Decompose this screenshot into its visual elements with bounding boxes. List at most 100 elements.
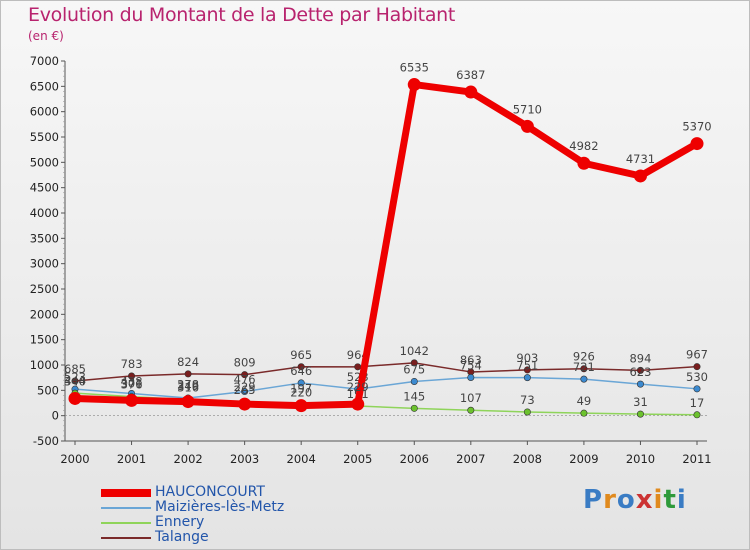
data-label: 444 [64, 374, 86, 388]
y-tick-label: 3000 [30, 257, 59, 271]
data-label: 340 [64, 374, 86, 388]
legend-label: Ennery [155, 514, 205, 530]
data-point [523, 366, 531, 374]
data-point [636, 410, 644, 418]
data-point [633, 169, 647, 183]
data-label: 6387 [456, 68, 485, 82]
logo-letter: o [616, 485, 636, 515]
data-label: 316 [177, 381, 199, 395]
data-point [520, 119, 534, 133]
data-point [241, 371, 249, 379]
logo-letter: P [583, 485, 604, 515]
data-point [467, 406, 475, 414]
data-point [125, 393, 139, 407]
data-label: 754 [460, 358, 482, 372]
data-point [71, 377, 79, 385]
data-point [580, 409, 588, 417]
data-point [464, 85, 478, 99]
y-tick-label: 1000 [30, 358, 59, 372]
series-line [74, 376, 698, 399]
data-label: 31 [633, 395, 648, 409]
data-label: 894 [629, 351, 651, 365]
data-point [181, 395, 195, 409]
data-point [184, 370, 192, 378]
data-point [523, 374, 531, 382]
chart-subtitle: (en €) [28, 29, 64, 43]
data-label: 967 [686, 348, 708, 362]
data-label: 229 [347, 380, 369, 394]
data-point [636, 380, 644, 388]
data-point [577, 156, 591, 170]
data-label: 903 [516, 351, 538, 365]
data-label: 4731 [626, 152, 655, 166]
data-label: 265 [234, 383, 256, 397]
y-tick-label: 4000 [30, 206, 59, 220]
y-tick-label: 4500 [30, 181, 59, 195]
legend-swatch [101, 537, 151, 539]
data-label: 863 [460, 353, 482, 367]
data-point [410, 377, 418, 385]
data-point [580, 365, 588, 373]
data-label: 301 [121, 376, 143, 390]
data-point [410, 359, 418, 367]
data-label: 145 [403, 389, 425, 403]
data-label: 5710 [513, 102, 542, 116]
data-label: 721 [573, 360, 595, 374]
data-point [128, 372, 136, 380]
data-label: 809 [234, 356, 256, 370]
data-label: 376 [121, 378, 143, 392]
data-label: 926 [573, 350, 595, 364]
legend-label: HAUCONCOURT [155, 484, 265, 500]
data-point [297, 363, 305, 371]
logo-letter: x [635, 485, 654, 515]
data-point [351, 397, 365, 411]
logo-letter: r [603, 485, 617, 515]
y-tick-label: 2500 [30, 282, 59, 296]
data-point [636, 366, 644, 374]
y-tick-label: 6500 [30, 79, 59, 93]
logo-letter: t [663, 485, 677, 515]
data-label: 4982 [569, 139, 598, 153]
series-line [74, 362, 698, 382]
data-label: 278 [177, 378, 199, 392]
data-label: 824 [177, 355, 199, 369]
series-line [71, 81, 701, 410]
x-tick-label: 2004 [287, 452, 316, 466]
y-tick-label: 5000 [30, 155, 59, 169]
data-point [68, 391, 82, 405]
data-point [693, 363, 701, 371]
x-tick-label: 2001 [117, 452, 146, 466]
logo-letter: i [653, 485, 664, 515]
data-point [693, 385, 701, 393]
y-tick-label: 3500 [30, 231, 59, 245]
x-tick-label: 2003 [230, 452, 259, 466]
proxiti-logo: Proxiti [583, 485, 687, 515]
data-point [241, 388, 249, 396]
data-label: 675 [403, 362, 425, 376]
data-label: 623 [629, 365, 651, 379]
data-point [407, 78, 421, 92]
data-label: 197 [290, 382, 312, 396]
data-label: 107 [460, 391, 482, 405]
data-point [690, 137, 704, 151]
x-tick-label: 2008 [513, 452, 542, 466]
data-label: 523 [64, 370, 86, 384]
y-tick-label: 500 [37, 383, 59, 397]
legend-label: Maizières-lès-Metz [155, 499, 285, 515]
x-tick-label: 2000 [60, 452, 89, 466]
x-tick-label: 2007 [456, 452, 485, 466]
data-label: 229 [234, 380, 256, 394]
data-label: 220 [290, 386, 312, 400]
x-tick-label: 2002 [173, 452, 202, 466]
y-tick-label: -500 [33, 434, 59, 448]
data-point [467, 373, 475, 381]
x-tick-label: 2011 [682, 452, 711, 466]
data-point [238, 397, 252, 411]
data-label: 1042 [400, 344, 429, 358]
data-point [693, 411, 701, 419]
data-label: 438 [121, 374, 143, 388]
data-label: 751 [516, 359, 538, 373]
y-tick-label: 5500 [30, 130, 59, 144]
